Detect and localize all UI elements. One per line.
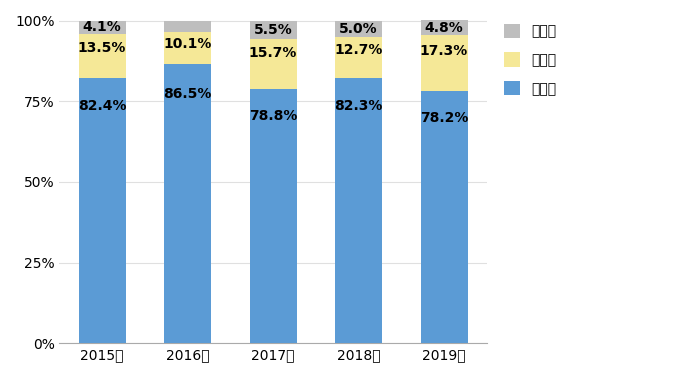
Bar bbox=[335, 37, 382, 78]
Bar bbox=[79, 34, 126, 78]
Text: 5.0%: 5.0% bbox=[339, 22, 378, 36]
Bar bbox=[164, 21, 211, 32]
Bar bbox=[79, 21, 126, 34]
Legend: その他, 法文系, 理工系: その他, 法文系, 理工系 bbox=[498, 18, 562, 101]
Bar bbox=[335, 21, 382, 37]
Text: 82.4%: 82.4% bbox=[78, 99, 126, 113]
Text: 17.3%: 17.3% bbox=[420, 44, 468, 58]
Bar bbox=[420, 35, 468, 91]
Bar bbox=[164, 32, 211, 64]
Bar bbox=[420, 20, 468, 35]
Text: 13.5%: 13.5% bbox=[78, 41, 126, 55]
Text: 78.8%: 78.8% bbox=[249, 109, 297, 124]
Bar bbox=[250, 21, 296, 38]
Bar bbox=[250, 89, 296, 343]
Bar bbox=[420, 91, 468, 343]
Text: 4.8%: 4.8% bbox=[424, 21, 463, 35]
Text: 15.7%: 15.7% bbox=[249, 46, 297, 60]
Text: 12.7%: 12.7% bbox=[335, 43, 383, 57]
Text: 4.1%: 4.1% bbox=[83, 20, 122, 34]
Text: 10.1%: 10.1% bbox=[163, 37, 211, 51]
Text: 82.3%: 82.3% bbox=[335, 99, 383, 113]
Text: 5.5%: 5.5% bbox=[254, 23, 292, 37]
Bar bbox=[79, 78, 126, 343]
Text: 78.2%: 78.2% bbox=[420, 111, 469, 125]
Bar bbox=[250, 38, 296, 89]
Bar bbox=[335, 78, 382, 343]
Text: 86.5%: 86.5% bbox=[163, 87, 211, 101]
Bar bbox=[164, 64, 211, 343]
